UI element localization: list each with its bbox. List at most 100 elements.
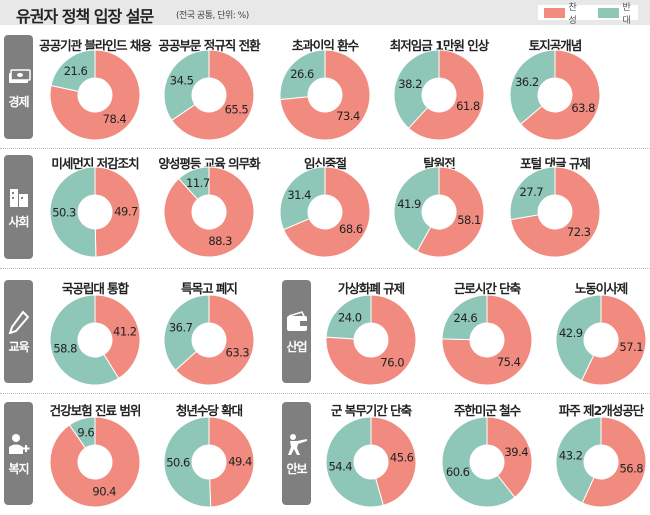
oppose-segment <box>279 49 326 101</box>
favor-value-label: 88.3 <box>208 234 232 248</box>
favor-value-label: 45.6 <box>390 451 414 465</box>
favor-segment <box>407 49 485 141</box>
oppose-segment <box>393 49 440 129</box>
item-title: 국공립대 통합 <box>61 281 129 296</box>
item-title: 양성평등 교육 의무화 <box>158 156 260 171</box>
favor-value-label: 41.2 <box>113 325 137 339</box>
item-title: 군 복무기간 단축 <box>330 403 412 418</box>
building-icon <box>10 189 28 207</box>
favor-value-label: 65.5 <box>225 103 249 117</box>
oppose-segment <box>49 294 120 386</box>
oppose-value-label: 26.6 <box>290 67 314 81</box>
favor-value-label: 76.0 <box>380 356 404 370</box>
favor-value-label: 90.4 <box>92 485 116 499</box>
donut-chart: 90.4 9.6 <box>49 416 141 508</box>
soldier-icon <box>288 433 307 455</box>
oppose-segment <box>555 416 602 504</box>
oppose-segment <box>163 49 210 121</box>
donut-chart: 65.5 34.5 <box>163 49 255 141</box>
donut-chart: 78.4 21.6 <box>49 49 141 141</box>
wallet-icon <box>287 310 307 331</box>
oppose-segment <box>325 416 384 508</box>
donut-chart: 49.4 50.6 <box>163 416 255 508</box>
category-label: 교육 <box>8 339 29 354</box>
oppose-value-label: 36.7 <box>169 320 193 334</box>
category-label: 사회 <box>8 215 29 229</box>
favor-segment <box>171 49 255 141</box>
oppose-segment <box>49 166 97 258</box>
favor-segment <box>49 49 141 141</box>
oppose-segment <box>441 416 516 508</box>
donut-chart: 76.0 24.0 <box>325 294 417 386</box>
favor-segment <box>174 294 255 386</box>
favor-value-label: 75.4 <box>497 355 521 369</box>
legend: 찬성 반대 <box>538 3 638 26</box>
oppose-value-label: 54.4 <box>328 459 352 473</box>
donut-chart: 63.8 36.2 <box>509 49 601 141</box>
favor-value-label: 63.3 <box>226 346 250 360</box>
item-title: 공공기관 블라인드 채용 <box>39 38 152 53</box>
donut-chart: 49.7 50.3 <box>49 166 141 258</box>
favor-segment <box>279 49 371 141</box>
favor-value-label: 63.8 <box>571 101 595 115</box>
oppose-value-label: 43.2 <box>559 448 583 462</box>
pencil-icon <box>8 309 30 334</box>
item-title: 공공부문 정규직 전환 <box>158 38 260 53</box>
oppose-value-label: 50.3 <box>52 205 76 219</box>
category-label: 경제 <box>8 95 29 109</box>
favor-value-label: 58.1 <box>457 213 481 227</box>
favor-segment <box>580 294 647 386</box>
divider <box>0 148 650 149</box>
favor-segment <box>370 416 417 506</box>
favor-segment <box>416 166 485 258</box>
favor-value-label: 56.8 <box>619 462 643 476</box>
category-box: 교육 <box>4 280 33 383</box>
item-title: 초과이익 환수 <box>291 38 359 53</box>
donut-chart: 41.2 58.8 <box>49 294 141 386</box>
favor-value-label: 49.4 <box>228 454 252 468</box>
oppose-value-label: 24.6 <box>454 311 478 325</box>
oppose-value-label: 31.4 <box>287 188 311 202</box>
oppose-value-label: 21.6 <box>64 64 88 78</box>
favor-value-label: 39.4 <box>504 445 528 459</box>
favor-segment <box>581 416 647 508</box>
oppose-value-label: 58.8 <box>53 341 77 355</box>
header-bar: 유권자 정책 입장 설문 (전국 공통, 단위: %) 찬성 반대 <box>0 0 650 26</box>
donut-chart: 75.4 24.6 <box>441 294 533 386</box>
legend-label-favor: 찬성 <box>568 2 577 26</box>
oppose-value-label: 38.2 <box>398 77 422 91</box>
item-title: 파주 제2개성공단 <box>558 403 645 418</box>
item-title: 임신중절 <box>303 156 347 171</box>
category-box: 산업 <box>282 280 311 383</box>
item-title: 특목고 폐지 <box>181 281 238 296</box>
divider <box>0 268 650 269</box>
oppose-segment <box>178 166 210 201</box>
oppose-value-label: 9.6 <box>77 425 94 439</box>
category-box: 사회 <box>4 155 33 259</box>
item-title: 주한미군 철수 <box>453 403 521 418</box>
donut-chart: 88.3 11.7 <box>163 166 255 258</box>
item-title: 최저임금 1만원 인상 <box>389 38 489 53</box>
favor-value-label: 78.4 <box>103 112 127 126</box>
item-title: 미세먼지 저감조치 <box>51 156 139 171</box>
divider <box>0 393 650 394</box>
item-title: 노동이사제 <box>574 281 629 296</box>
oppose-value-label: 36.2 <box>515 75 539 89</box>
category-label: 안보 <box>286 461 307 476</box>
oppose-segment <box>163 416 212 508</box>
donut-chart: 39.4 60.6 <box>441 416 533 508</box>
legend-label-oppose: 반대 <box>622 2 631 26</box>
oppose-segment <box>279 166 326 231</box>
favor-segment <box>519 49 601 141</box>
donut-chart: 57.1 42.9 <box>555 294 647 386</box>
oppose-segment <box>325 294 372 340</box>
favor-segment <box>163 166 255 258</box>
money-icon <box>9 69 31 83</box>
favor-segment <box>441 294 533 386</box>
item-title: 포털 댓글 규제 <box>520 156 591 171</box>
donut-chart: 63.3 36.7 <box>163 294 255 386</box>
favor-segment <box>325 294 417 386</box>
oppose-value-label: 27.7 <box>519 185 543 199</box>
favor-segment <box>94 166 141 258</box>
favor-segment <box>208 416 255 508</box>
